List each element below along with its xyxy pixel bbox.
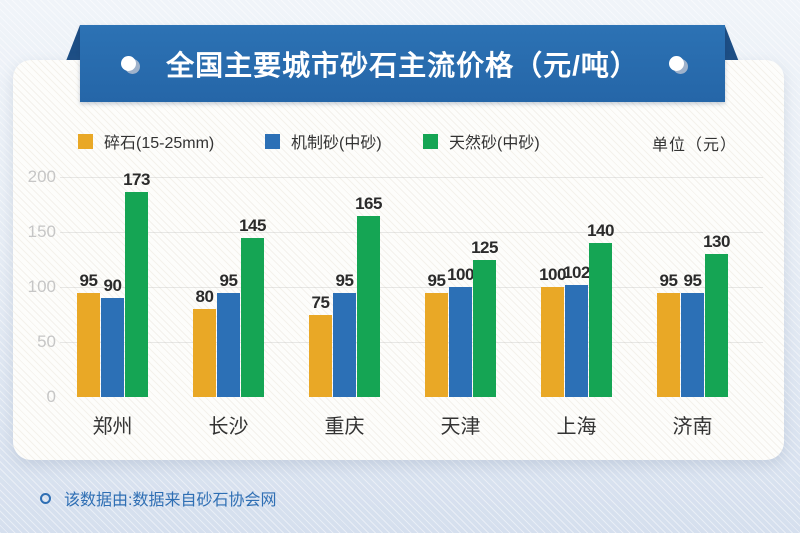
legend-item-machine-sand: 机制砂(中砂) [265,129,382,153]
bar [657,292,680,397]
gridline [60,342,763,343]
bar [309,314,332,397]
city-label: 长沙 [208,416,249,438]
bar-value-label: 173 [123,170,150,190]
bar-value-label: 75 [311,292,330,312]
y-axis-tick: 100 [27,277,56,296]
bar-value-label: 95 [683,270,702,290]
city-label: 济南 [672,416,713,438]
title-banner: 全国主要城市砂石主流价格（元/吨） [80,25,725,102]
bar-value-label: 95 [219,270,238,290]
gridline [60,232,763,233]
y-axis-tick: 150 [27,222,56,241]
bar [125,192,148,397]
bar-value-label: 140 [587,221,614,240]
bar [425,292,448,397]
bar-value-label: 100 [539,265,566,284]
bar [589,243,612,397]
bar [193,309,216,397]
footer-note: 该数据由:数据来自砂石协会网 [40,486,276,510]
bar [565,284,588,397]
bar [241,237,264,397]
bar [101,298,124,397]
bar-value-label: 95 [79,270,98,290]
bar-value-label: 130 [703,232,730,251]
page-title: 全国主要城市砂石主流价格（元/吨） [166,49,639,81]
bar-value-label: 95 [427,270,446,290]
bar-value-label: 95 [659,270,678,290]
y-axis-tick: 200 [27,167,56,186]
bar-value-label: 145 [239,215,266,235]
dot-icon [121,56,137,71]
legend-item-crushed-stone: 碎石(15-25mm) [78,129,214,153]
bar-value-label: 90 [103,276,122,295]
bar [705,254,728,397]
gridline [60,177,763,178]
legend-swatch-blue-icon [265,133,280,149]
legend-label: 机制砂(中砂) [291,135,382,152]
city-label: 上海 [556,416,597,438]
legend-swatch-green-icon [423,133,438,149]
bar-value-label: 102 [563,262,590,282]
gridline [60,287,763,288]
y-axis-tick: 0 [46,387,56,406]
y-axis-tick: 50 [37,332,56,351]
bar [357,215,380,397]
bar [473,259,496,397]
circle-bullet-icon [40,492,51,504]
legend-item-natural-sand: 天然砂(中砂) [423,129,540,153]
footer-text: 该数据由:数据来自砂石协会网 [64,492,277,509]
bar [449,287,472,397]
bar [217,292,240,397]
bar-value-label: 125 [471,237,498,257]
dot-icon [668,56,684,71]
city-label: 重庆 [324,416,365,438]
unit-label: 单位（元） [652,137,738,154]
legend-swatch-yellow-icon [78,133,93,149]
bar-value-label: 95 [335,270,354,290]
bar [681,292,704,397]
city-label: 郑州 [92,416,133,438]
legend-label: 天然砂(中砂) [449,135,540,152]
city-label: 天津 [440,416,481,438]
bar-value-label: 100 [447,265,474,284]
bar-value-label: 165 [355,193,382,213]
bar [77,292,100,397]
bar-value-label: 80 [195,287,214,306]
bar [333,292,356,397]
bar [541,287,564,397]
legend-label: 碎石(15-25mm) [104,135,215,152]
